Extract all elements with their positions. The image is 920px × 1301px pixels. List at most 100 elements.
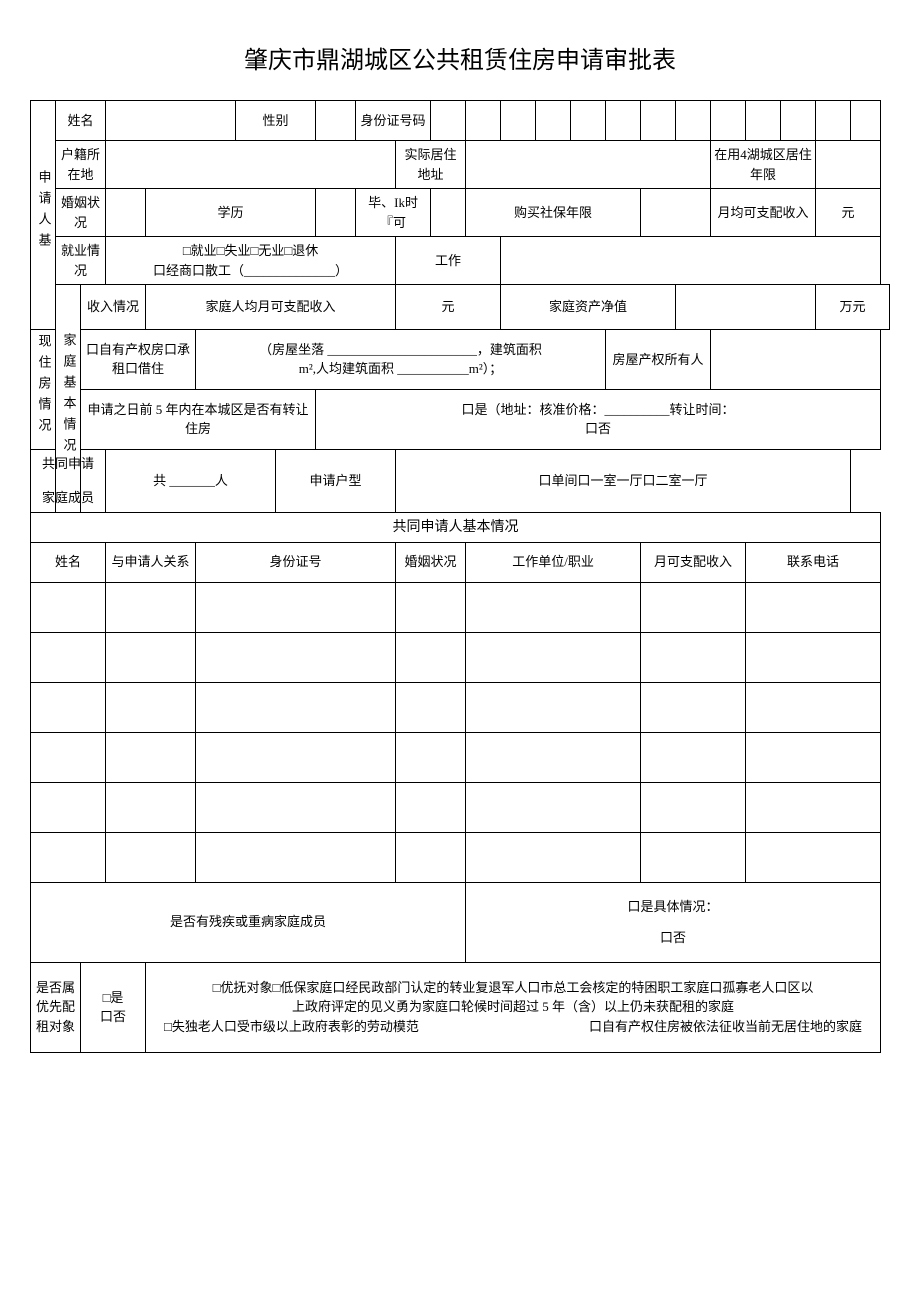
table-row[interactable] xyxy=(466,832,641,882)
id-cell-1[interactable] xyxy=(431,101,466,141)
table-row[interactable] xyxy=(31,682,106,732)
employment-label: 就业情况 xyxy=(56,237,106,285)
household-value[interactable] xyxy=(106,141,396,189)
work-label: 工作 xyxy=(396,237,501,285)
coapp-income-header: 月可支配收入 xyxy=(641,542,746,582)
work-value[interactable] xyxy=(501,237,881,285)
id-cell-3[interactable] xyxy=(501,101,536,141)
priority-label: 是否属优先配租对象 xyxy=(31,962,81,1052)
marital-label: 婚姻状况 xyxy=(56,189,106,237)
table-row[interactable] xyxy=(641,832,746,882)
id-cell-11[interactable] xyxy=(781,101,816,141)
id-cell-12[interactable] xyxy=(816,101,851,141)
type-options[interactable]: 口单间口一室一厅口二室一厅 xyxy=(396,449,851,512)
asset-label: 家庭资产净值 xyxy=(501,285,676,330)
table-row[interactable] xyxy=(196,732,396,782)
table-row[interactable] xyxy=(196,832,396,882)
years-value[interactable] xyxy=(816,141,881,189)
applicant-section-label: 申请人基 xyxy=(31,101,56,330)
coapp-count[interactable]: 共 _______人 xyxy=(106,449,276,512)
table-row[interactable] xyxy=(106,582,196,632)
priority-yesno[interactable]: □是 口否 xyxy=(81,962,146,1052)
table-row[interactable] xyxy=(746,832,881,882)
table-row[interactable] xyxy=(746,782,881,832)
asset-value[interactable] xyxy=(676,285,816,330)
id-cell-5[interactable] xyxy=(571,101,606,141)
coapp-work-header: 工作单位/职业 xyxy=(466,542,641,582)
table-row[interactable] xyxy=(746,682,881,732)
table-row[interactable] xyxy=(196,782,396,832)
housing-detail[interactable]: （房屋坐落 _______________________，建筑面积 m²,人均… xyxy=(196,330,606,390)
coapp-name-header: 姓名 xyxy=(31,542,106,582)
table-row[interactable] xyxy=(196,632,396,682)
disability-value[interactable]: 口是具体情况： 口否 xyxy=(466,882,881,962)
table-row[interactable] xyxy=(31,582,106,632)
table-row[interactable] xyxy=(466,732,641,782)
table-row[interactable] xyxy=(106,832,196,882)
education-value[interactable] xyxy=(316,189,356,237)
marital-value[interactable] xyxy=(106,189,146,237)
residence-value[interactable] xyxy=(466,141,711,189)
table-row[interactable] xyxy=(31,632,106,682)
table-row[interactable] xyxy=(196,682,396,732)
residence-label: 实际居住地址 xyxy=(396,141,466,189)
graduate-value[interactable] xyxy=(431,189,466,237)
id-cell-8[interactable] xyxy=(676,101,711,141)
table-row[interactable] xyxy=(31,732,106,782)
table-row[interactable] xyxy=(396,582,466,632)
transfer-value[interactable]: 口是（地址：核准价格：__________转让时间： 口否 xyxy=(316,389,881,449)
id-cell-6[interactable] xyxy=(606,101,641,141)
table-row[interactable] xyxy=(396,682,466,732)
table-row[interactable] xyxy=(106,782,196,832)
table-row[interactable] xyxy=(746,632,881,682)
priority-text[interactable]: □优抚对象□低保家庭口经民政部门认定的转业复退军人口市总工会核定的特困职工家庭口… xyxy=(146,962,881,1052)
id-cell-9[interactable] xyxy=(711,101,746,141)
owner-label: 房屋产权所有人 xyxy=(606,330,711,390)
table-row[interactable] xyxy=(31,782,106,832)
id-cell-2[interactable] xyxy=(466,101,501,141)
asset-unit: 万元 xyxy=(816,285,890,330)
table-row[interactable] xyxy=(746,732,881,782)
table-row[interactable] xyxy=(106,682,196,732)
table-row[interactable] xyxy=(106,632,196,682)
income-unit: 元 xyxy=(396,285,501,330)
coapp-label: 共同申请 家庭成员 xyxy=(31,449,106,512)
income-text: 家庭人均月可支配收入 xyxy=(146,285,396,330)
table-row[interactable] xyxy=(641,682,746,732)
table-row[interactable] xyxy=(641,632,746,682)
table-row[interactable] xyxy=(396,782,466,832)
table-row[interactable] xyxy=(396,632,466,682)
table-row[interactable] xyxy=(106,732,196,782)
table-row[interactable] xyxy=(641,732,746,782)
table-row[interactable] xyxy=(746,582,881,632)
table-row[interactable] xyxy=(196,582,396,632)
employment-options[interactable]: □就业□失业□无业□退休 口经商口散工（______________） xyxy=(106,237,396,285)
table-row[interactable] xyxy=(466,632,641,682)
housing-options[interactable]: 口自有产权房口承租口借住 xyxy=(81,330,196,390)
table-row[interactable] xyxy=(396,832,466,882)
table-row[interactable] xyxy=(31,832,106,882)
household-label: 户籍所在地 xyxy=(56,141,106,189)
table-row[interactable] xyxy=(466,782,641,832)
table-row[interactable] xyxy=(466,682,641,732)
id-cell-7[interactable] xyxy=(641,101,676,141)
graduate-label: 毕、Ik时『可 xyxy=(356,189,431,237)
table-row[interactable] xyxy=(396,732,466,782)
application-form: 申请人基 姓名 性别 身份证号码 户籍所在地 实际居住地址 在用4湖城区居住年限… xyxy=(30,100,890,1053)
owner-value[interactable] xyxy=(711,330,881,390)
table-row[interactable] xyxy=(641,782,746,832)
gender-label: 性别 xyxy=(236,101,316,141)
education-label: 学历 xyxy=(146,189,316,237)
gender-value[interactable] xyxy=(316,101,356,141)
monthly-income-unit: 元 xyxy=(816,189,881,237)
social-security-value[interactable] xyxy=(641,189,711,237)
table-row[interactable] xyxy=(641,582,746,632)
table-row[interactable] xyxy=(466,582,641,632)
id-cell-4[interactable] xyxy=(536,101,571,141)
transfer-label: 申请之日前 5 年内在本城区是否有转让住房 xyxy=(81,389,316,449)
coapp-id-header: 身份证号 xyxy=(196,542,396,582)
id-cell-13[interactable] xyxy=(851,101,881,141)
name-value[interactable] xyxy=(106,101,236,141)
name-label: 姓名 xyxy=(56,101,106,141)
id-cell-10[interactable] xyxy=(746,101,781,141)
